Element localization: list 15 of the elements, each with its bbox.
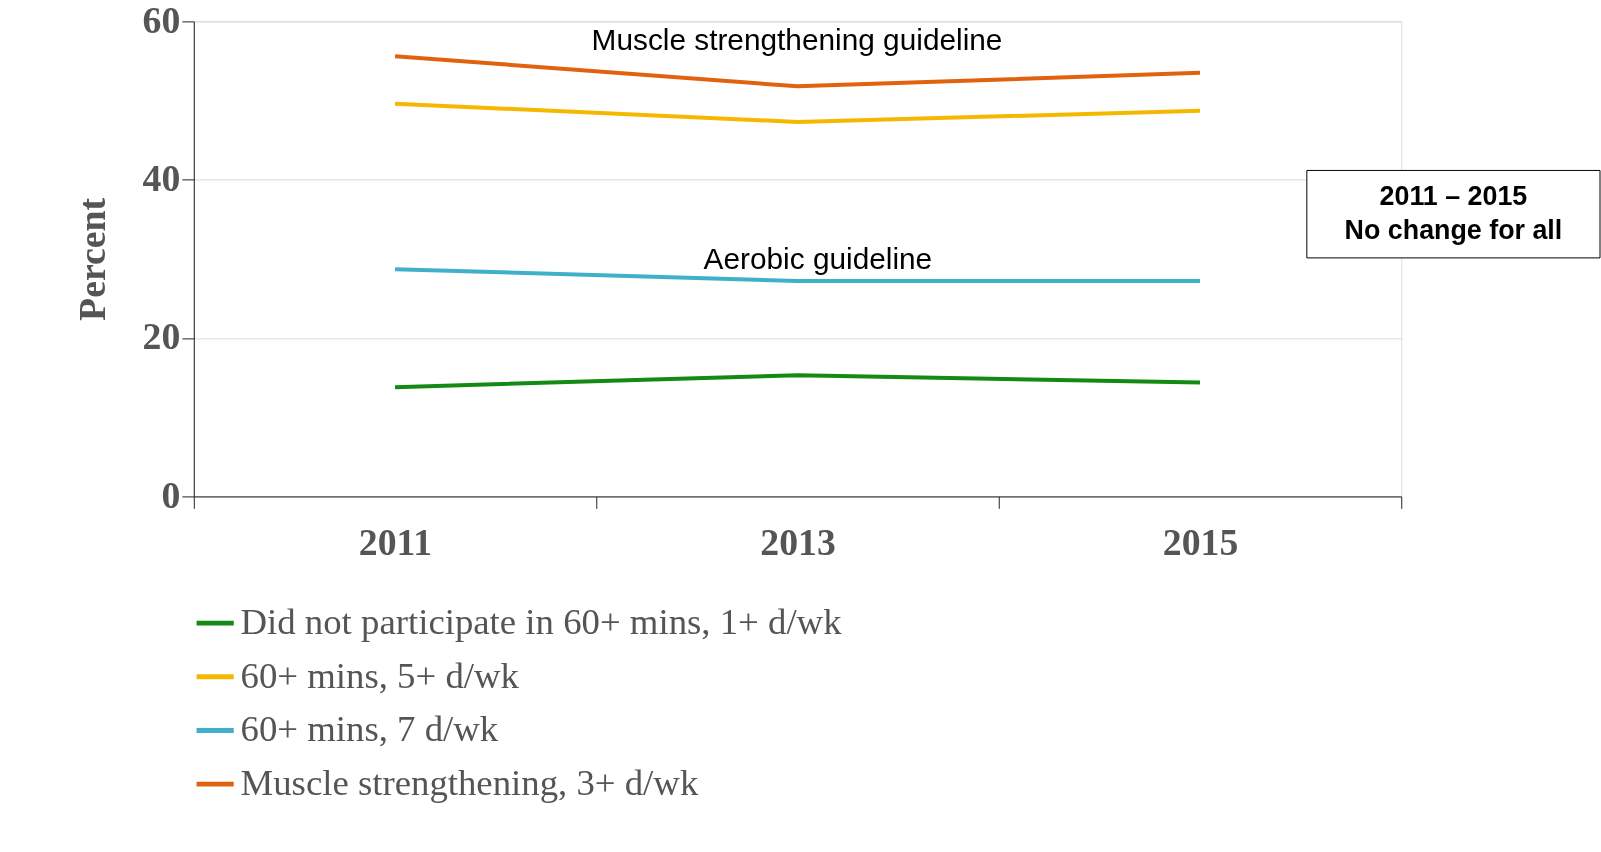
legend-label: 60+ mins, 5+ d/wk <box>240 654 520 696</box>
legend-label: 60+ mins, 7 d/wk <box>240 708 499 750</box>
y-tick-label: 0 <box>161 473 181 516</box>
annotation: Muscle strengthening guideline <box>591 23 1003 57</box>
annotation: Aerobic guideline <box>703 241 933 275</box>
x-tick-label: 2013 <box>760 520 836 563</box>
x-tick-label: 2011 <box>358 520 433 563</box>
y-tick-label: 20 <box>142 315 181 358</box>
x-tick-label: 2015 <box>1162 520 1239 563</box>
annotation: 2011 – 2015 No change for all <box>1344 181 1563 246</box>
legend-label: Did not participate in 60+ mins, 1+ d/wk <box>240 601 843 643</box>
y-tick-label: 40 <box>142 157 181 200</box>
y-tick-label: 60 <box>142 0 181 41</box>
legend-label: Muscle strengthening, 3+ d/wk <box>240 762 699 804</box>
y-axis-title: Percent <box>70 197 113 321</box>
